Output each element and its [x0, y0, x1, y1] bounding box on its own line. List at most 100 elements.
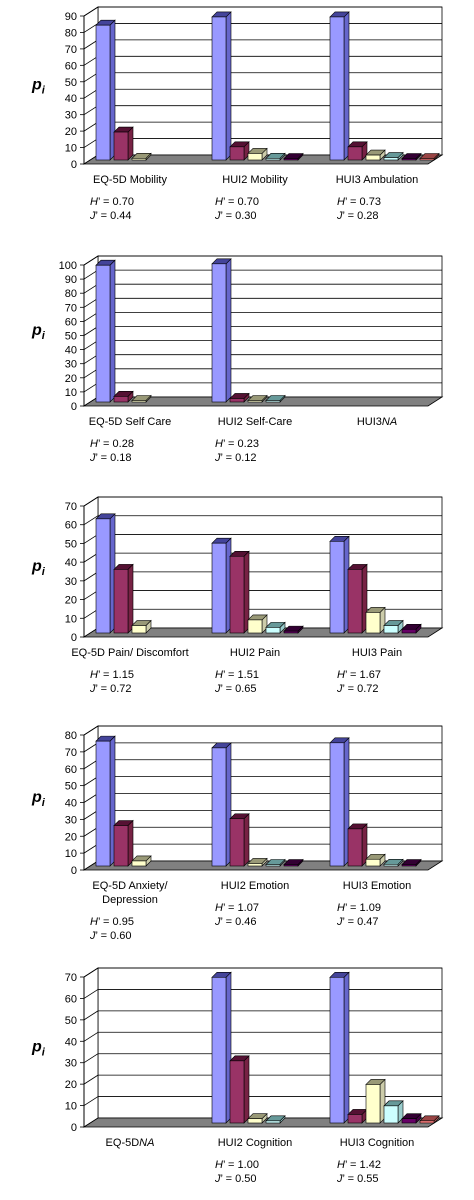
bar-1-1-2 — [113, 126, 134, 161]
shannon-index-label: H’ = 0.28 — [90, 438, 134, 450]
evenness-index-label: J’ = 0.30 — [214, 210, 256, 222]
y-tick-label: 10 — [65, 848, 77, 860]
evenness-index-label: J’ = 0.65 — [214, 683, 256, 695]
bar-1-3-1 — [329, 11, 350, 161]
bar-4-3-3 — [365, 853, 386, 867]
shannon-index-label: H’ = 1.51 — [215, 669, 259, 681]
bar-4-2-1 — [211, 742, 232, 867]
y-tick-label: 60 — [65, 993, 77, 1005]
bar-1-3-5 — [401, 152, 422, 161]
bar-2-2-3 — [247, 394, 268, 403]
bar-4-1-2 — [113, 819, 134, 867]
plot-side-wall — [83, 967, 99, 1128]
y-tick-label: 60 — [65, 60, 77, 72]
category-label: HUI2 Cognition — [218, 1137, 293, 1149]
bar-1-1-3 — [131, 152, 152, 161]
bar-3-3-5 — [401, 623, 422, 634]
evenness-index-label: J’ = 0.44 — [89, 210, 131, 222]
gridline-side — [83, 1053, 99, 1064]
y-tick-label: 50 — [65, 781, 77, 793]
y-tick-label: 80 — [65, 730, 77, 742]
category-label: HUI3 Ambulation — [336, 174, 419, 186]
y-tick-label: 30 — [65, 359, 77, 371]
shannon-index-label: H’ = 1.67 — [337, 669, 381, 681]
shannon-index-label: H’ = 1.07 — [215, 902, 259, 914]
bar-5-2-2 — [229, 1055, 250, 1124]
y-tick-label: 0 — [71, 632, 77, 644]
gridline-side — [83, 105, 99, 116]
shannon-index-label: H’ = 1.09 — [337, 902, 381, 914]
y-tick-label: 70 — [65, 302, 77, 314]
evenness-index-label: J’ = 0.60 — [89, 930, 131, 942]
bar-4-2-5 — [283, 858, 304, 867]
y-axis-label: pi — [31, 1039, 46, 1059]
shannon-index-label: H’ = 0.70 — [90, 196, 134, 208]
bar-2-2-4 — [265, 394, 286, 403]
bar-1-2-4 — [265, 152, 286, 161]
y-axis-label: pi — [31, 322, 46, 342]
category-label: EQ-5D Self Care — [89, 416, 172, 428]
gridline-side — [83, 590, 99, 600]
gridline-side — [83, 382, 99, 393]
plot-back-wall — [97, 967, 443, 1119]
category-label: EQ-5D Mobility — [93, 174, 167, 186]
gridline-side — [83, 312, 99, 322]
bar-4-1-3 — [131, 855, 152, 867]
y-tick-label: 20 — [65, 373, 77, 385]
plot-floor — [82, 396, 444, 407]
bar-4-3-4 — [383, 858, 404, 867]
gridline-side — [83, 297, 99, 308]
bar-5-2-1 — [211, 971, 232, 1124]
bar-1-2-2 — [229, 141, 250, 161]
bar-1-3-6 — [419, 152, 440, 161]
y-tick-label: 30 — [65, 1058, 77, 1070]
y-tick-label: 0 — [71, 159, 77, 171]
category-label: HUI2 Mobility — [222, 174, 288, 186]
bar-3-2-3 — [247, 614, 268, 634]
y-tick-label: 40 — [65, 798, 77, 810]
plot-back-wall — [97, 6, 443, 156]
gridline-side — [83, 23, 99, 33]
evenness-index-label: J’ = 0.46 — [214, 916, 256, 928]
bar-2-1-3 — [131, 394, 152, 403]
bar-5-2-4 — [265, 1115, 286, 1124]
y-axis-label: pi — [31, 77, 46, 97]
bar-3-3-4 — [383, 619, 404, 634]
bar-4-3-1 — [329, 737, 350, 867]
gridline-side — [83, 810, 99, 820]
shannon-index-label: H’ = 1.15 — [90, 669, 134, 681]
bar-4-3-2 — [347, 823, 368, 867]
shannon-index-label: H’ = 1.00 — [215, 1159, 259, 1171]
bar-5-3-5 — [401, 1112, 422, 1124]
bar-4-2-2 — [229, 813, 250, 867]
bar-3-3-1 — [329, 535, 350, 634]
y-tick-label: 80 — [65, 288, 77, 300]
category-label: EQ-5DNA — [106, 1137, 155, 1149]
bar-1-2-1 — [211, 11, 232, 161]
y-tick-label: 20 — [65, 831, 77, 843]
category-label: HUI3NA — [357, 416, 397, 428]
y-axis-label-subscript: i — [42, 566, 46, 578]
shannon-index-label: H’ = 0.70 — [215, 196, 259, 208]
bar-3-2-5 — [283, 625, 304, 634]
bar-2-2-1 — [211, 258, 232, 403]
gridline-side — [83, 1010, 99, 1021]
y-tick-label: 40 — [65, 557, 77, 569]
y-tick-label: 10 — [65, 387, 77, 399]
y-tick-label: 80 — [65, 27, 77, 39]
bar-1-2-5 — [283, 152, 304, 161]
y-tick-label: 10 — [65, 613, 77, 625]
y-tick-label: 70 — [65, 972, 77, 984]
category-label: Depression — [102, 894, 158, 906]
category-label: HUI3 Pain — [352, 647, 402, 659]
gridline-side — [83, 496, 99, 507]
gridline-side — [83, 1096, 99, 1106]
gridline-side — [83, 742, 99, 753]
gridline-side — [83, 571, 99, 582]
gridline-side — [83, 552, 99, 563]
y-axis-label-subscript: i — [42, 85, 46, 97]
y-tick-label: 50 — [65, 331, 77, 343]
bar-5-2-3 — [247, 1112, 268, 1124]
gridline-side — [83, 608, 99, 619]
